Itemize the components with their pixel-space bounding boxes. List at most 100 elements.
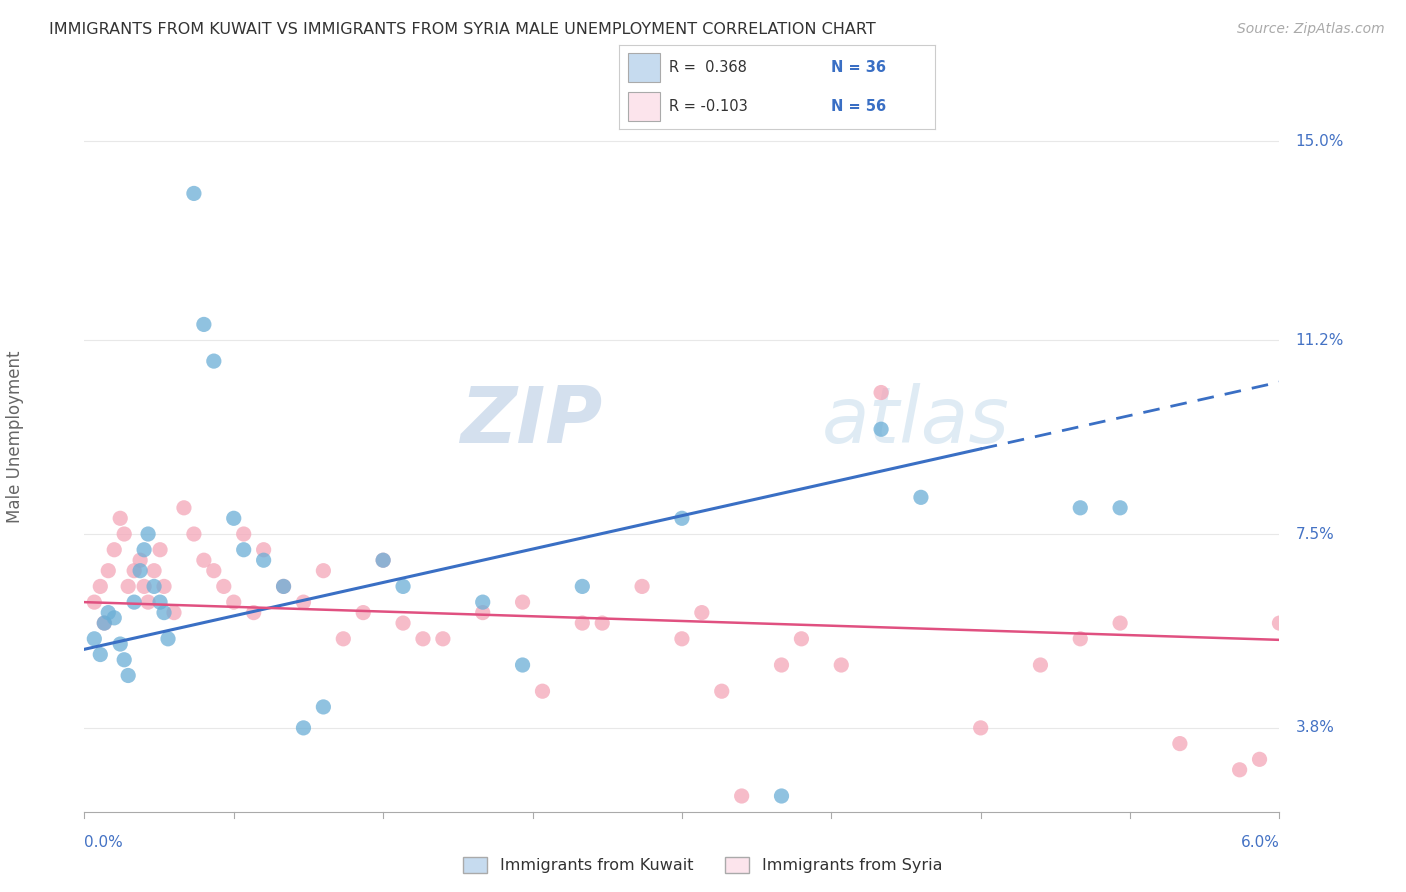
Text: N = 56: N = 56 (831, 99, 886, 114)
Text: 15.0%: 15.0% (1295, 134, 1344, 149)
Point (531, 684, 554, 698)
Bar (628, 54, 659, 82)
Point (163, 606, 186, 620)
Point (1249, 752, 1271, 766)
Point (671, 632, 693, 646)
Point (373, 553, 395, 567)
Point (292, 595, 315, 609)
Point (731, 789, 754, 803)
Point (143, 564, 166, 578)
Point (710, 684, 733, 698)
Point (110, 511, 132, 525)
Point (212, 579, 235, 593)
Point (432, 632, 454, 646)
Point (671, 511, 693, 525)
Point (471, 606, 494, 620)
Point (352, 606, 374, 620)
Point (89, 579, 111, 593)
Text: 6.0%: 6.0% (1240, 835, 1279, 850)
Point (149, 542, 172, 557)
Point (153, 579, 176, 593)
Point (373, 553, 395, 567)
Point (143, 579, 166, 593)
Point (112, 527, 135, 541)
Point (870, 422, 893, 436)
Point (790, 632, 813, 646)
Point (202, 354, 225, 368)
Point (770, 658, 793, 673)
Point (103, 542, 125, 557)
Point (232, 527, 254, 541)
Point (1069, 632, 1091, 646)
Point (1109, 500, 1132, 515)
Point (1029, 658, 1052, 673)
Point (273, 579, 295, 593)
Point (202, 564, 225, 578)
Point (222, 595, 245, 609)
Point (112, 653, 135, 667)
Point (193, 318, 215, 332)
Point (122, 564, 145, 578)
Bar (628, 92, 659, 120)
Point (89, 648, 111, 662)
Point (117, 668, 139, 682)
Point (471, 595, 494, 609)
Text: R =  0.368: R = 0.368 (669, 60, 747, 75)
Point (631, 579, 654, 593)
Point (332, 632, 354, 646)
Point (153, 606, 176, 620)
Point (412, 632, 434, 646)
Text: ZIP: ZIP (460, 384, 602, 459)
Point (183, 527, 205, 541)
Point (591, 616, 613, 631)
Point (132, 542, 156, 557)
Point (157, 632, 180, 646)
Text: IMMIGRANTS FROM KUWAIT VS IMMIGRANTS FROM SYRIA MALE UNEMPLOYMENT CORRELATION CH: IMMIGRANTS FROM KUWAIT VS IMMIGRANTS FRO… (49, 22, 876, 37)
Text: N = 36: N = 36 (831, 60, 886, 75)
Point (122, 595, 145, 609)
Point (173, 500, 195, 515)
Point (83, 595, 105, 609)
Point (193, 553, 215, 567)
Text: 0.0%: 0.0% (84, 835, 124, 850)
Point (1268, 616, 1291, 631)
Point (970, 721, 993, 735)
Point (1168, 737, 1191, 751)
Point (136, 595, 159, 609)
Point (93, 616, 115, 631)
Text: R = -0.103: R = -0.103 (669, 99, 748, 114)
Point (129, 564, 152, 578)
Point (103, 611, 125, 625)
Point (97, 606, 120, 620)
Point (292, 721, 315, 735)
Text: Source: ZipAtlas.com: Source: ZipAtlas.com (1237, 22, 1385, 37)
Point (571, 616, 593, 631)
Point (129, 553, 152, 567)
Point (93, 616, 115, 631)
Point (690, 606, 713, 620)
Point (770, 789, 793, 803)
Point (242, 606, 264, 620)
Point (149, 595, 172, 609)
Point (312, 700, 335, 714)
Point (870, 385, 893, 400)
Text: Male Unemployment: Male Unemployment (6, 351, 24, 524)
Text: 11.2%: 11.2% (1295, 333, 1344, 348)
Point (910, 491, 932, 505)
Point (110, 637, 132, 651)
Point (512, 595, 534, 609)
Point (253, 542, 276, 557)
Legend: Immigrants from Kuwait, Immigrants from Syria: Immigrants from Kuwait, Immigrants from … (457, 850, 949, 880)
Point (273, 579, 295, 593)
Point (1109, 616, 1132, 631)
Point (830, 658, 852, 673)
Point (97, 564, 120, 578)
Text: 3.8%: 3.8% (1295, 721, 1334, 735)
Point (312, 564, 335, 578)
Point (253, 553, 276, 567)
Point (222, 511, 245, 525)
Point (83, 632, 105, 646)
Point (1229, 763, 1251, 777)
Point (136, 527, 159, 541)
Point (392, 579, 415, 593)
